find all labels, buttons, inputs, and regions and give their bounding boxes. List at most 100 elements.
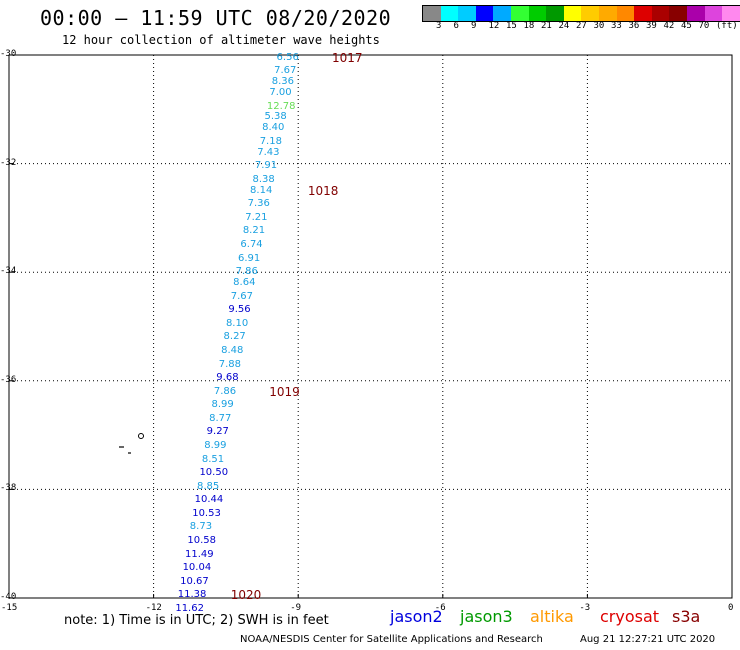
colorbar-swatch (598, 6, 617, 21)
longitude-tick-label: -6 (434, 603, 446, 613)
wave-height-value: 9.56 (228, 304, 251, 316)
colorbar-label: 6 (453, 21, 459, 31)
colorbar-swatch (475, 6, 494, 21)
colorbar-label: 30 (593, 21, 605, 31)
wave-height-value: 8.77 (209, 412, 232, 424)
colorbar-swatch (563, 6, 582, 21)
latitude-tick-label: -30 (0, 49, 17, 59)
longitude-tick-label: 0 (728, 603, 734, 613)
wave-height-value: 8.99 (211, 399, 234, 411)
colorbar-swatch (651, 6, 670, 21)
wave-height-value: 11.38 (177, 589, 207, 601)
colorbar-label: 21 (541, 21, 552, 31)
pressure-label: 1017 (331, 50, 363, 65)
wave-height-value: 10.58 (187, 534, 217, 546)
colorbar-swatch (704, 6, 723, 21)
wave-height-value: 7.21 (245, 211, 268, 223)
wave-height-value: 8.73 (189, 521, 213, 533)
latitude-tick-label: -38 (0, 483, 17, 494)
wave-height-value: 6.91 (238, 252, 261, 264)
wave-height-value: 7.91 (254, 160, 278, 172)
wave-height-value: 6.56 (276, 51, 299, 63)
longitude-tick-label: -12 (145, 603, 162, 613)
colorbar-swatch (546, 6, 564, 21)
wave-height-value: 11.49 (184, 548, 214, 560)
wave-height-value: 8.27 (223, 331, 246, 343)
wave-height-value: 10.67 (180, 575, 209, 587)
wave-height-value: 9.27 (206, 426, 229, 438)
generation-timestamp: Aug 21 12:27:21 UTC 2020 (580, 634, 716, 645)
wave-height-value: 8.51 (201, 453, 225, 465)
latitude-tick-label: -40 (0, 592, 17, 602)
pressure-label: 1020 (230, 588, 262, 603)
colorbar-label: 12 (488, 21, 500, 31)
pressure-label: 1018 (307, 183, 339, 198)
colorbar-label: 3 (436, 21, 442, 31)
islands (119, 433, 144, 454)
wave-height-value: 7.88 (218, 358, 241, 370)
colorbar-label: (ft) (716, 21, 738, 31)
colorbar-swatch (510, 6, 529, 21)
satellite-legend-s3a: s3a (672, 607, 701, 626)
wave-height-value: 7.67 (274, 65, 297, 77)
satellite-legend-jason2: jason2 (390, 607, 443, 626)
colorbar-swatch (440, 6, 459, 21)
wave-height-value: 6.74 (240, 239, 263, 251)
satellite-legend-cryosat: cryosat (600, 607, 660, 626)
wave-height-colorbar (422, 5, 740, 22)
wave-height-value: 9.68 (216, 372, 239, 384)
map-frame (8, 54, 733, 599)
wave-height-value: 8.38 (252, 173, 275, 185)
latitude-tick-label: -34 (0, 266, 17, 277)
colorbar-swatch (616, 6, 635, 21)
colorbar-label: 9 (471, 21, 477, 31)
colorbar-label: 45 (681, 21, 692, 31)
colorbar-swatch (634, 6, 652, 21)
colorbar-swatch (493, 6, 511, 21)
longitude-tick-label: -9 (290, 603, 302, 613)
colorbar-label: 70 (698, 21, 710, 31)
colorbar-swatch (458, 6, 476, 21)
wave-height-value: 7.86 (213, 385, 237, 397)
wave-height-value: 7.86 (235, 266, 258, 278)
latitude-tick-label: -36 (0, 374, 17, 385)
wave-height-value: 8.36 (271, 76, 294, 88)
colorbar-label: 15 (506, 21, 517, 31)
wave-height-value: 8.10 (225, 317, 249, 329)
colorbar-label: 36 (628, 21, 640, 31)
wave-height-value: 8.99 (204, 439, 227, 451)
colorbar-swatch (722, 6, 740, 21)
colorbar-label: 39 (646, 21, 657, 31)
wave-height-value: 10.04 (182, 562, 212, 574)
satellite-legend-jason3: jason3 (460, 607, 513, 626)
wave-height-value: 8.40 (262, 122, 285, 134)
wave-height-value: 11.62 (175, 602, 204, 614)
wave-height-value: 7.00 (269, 87, 292, 98)
wave-height-value: 12.78 (266, 100, 296, 112)
colorbar-swatch (686, 6, 705, 21)
wave-height-value: 8.21 (242, 225, 266, 237)
wave-height-value: 7.67 (230, 290, 254, 302)
colorbar-swatch (528, 6, 547, 21)
chart-subtitle: 12 hour collection of altimeter wave hei… (62, 33, 380, 47)
wave-height-value: 5.38 (264, 111, 287, 123)
longitude-tick-label: -15 (1, 603, 18, 613)
pressure-label: 1019 (269, 384, 300, 399)
wave-height-value: 10.44 (194, 494, 224, 506)
wave-height-value: 8.64 (233, 277, 256, 289)
map-grid (8, 54, 733, 599)
credit-line: NOAA/NESDIS Center for Satellite Applica… (240, 634, 543, 645)
wave-height-value: 7.36 (247, 198, 270, 210)
colorbar-label: 18 (523, 21, 535, 31)
wave-height-value: 10.50 (199, 467, 229, 479)
wave-height-value: 7.43 (257, 146, 280, 158)
colorbar-swatch (669, 6, 687, 21)
colorbar-swatch (423, 6, 441, 21)
colorbar-label: 24 (558, 21, 570, 31)
island-marker (138, 433, 144, 439)
wave-height-value: 8.14 (250, 184, 273, 196)
colorbar-label: 27 (576, 21, 587, 31)
wave-height-value: 10.53 (192, 507, 221, 519)
chart-title: 00:00 – 11:59 UTC 08/20/2020 (40, 6, 392, 30)
